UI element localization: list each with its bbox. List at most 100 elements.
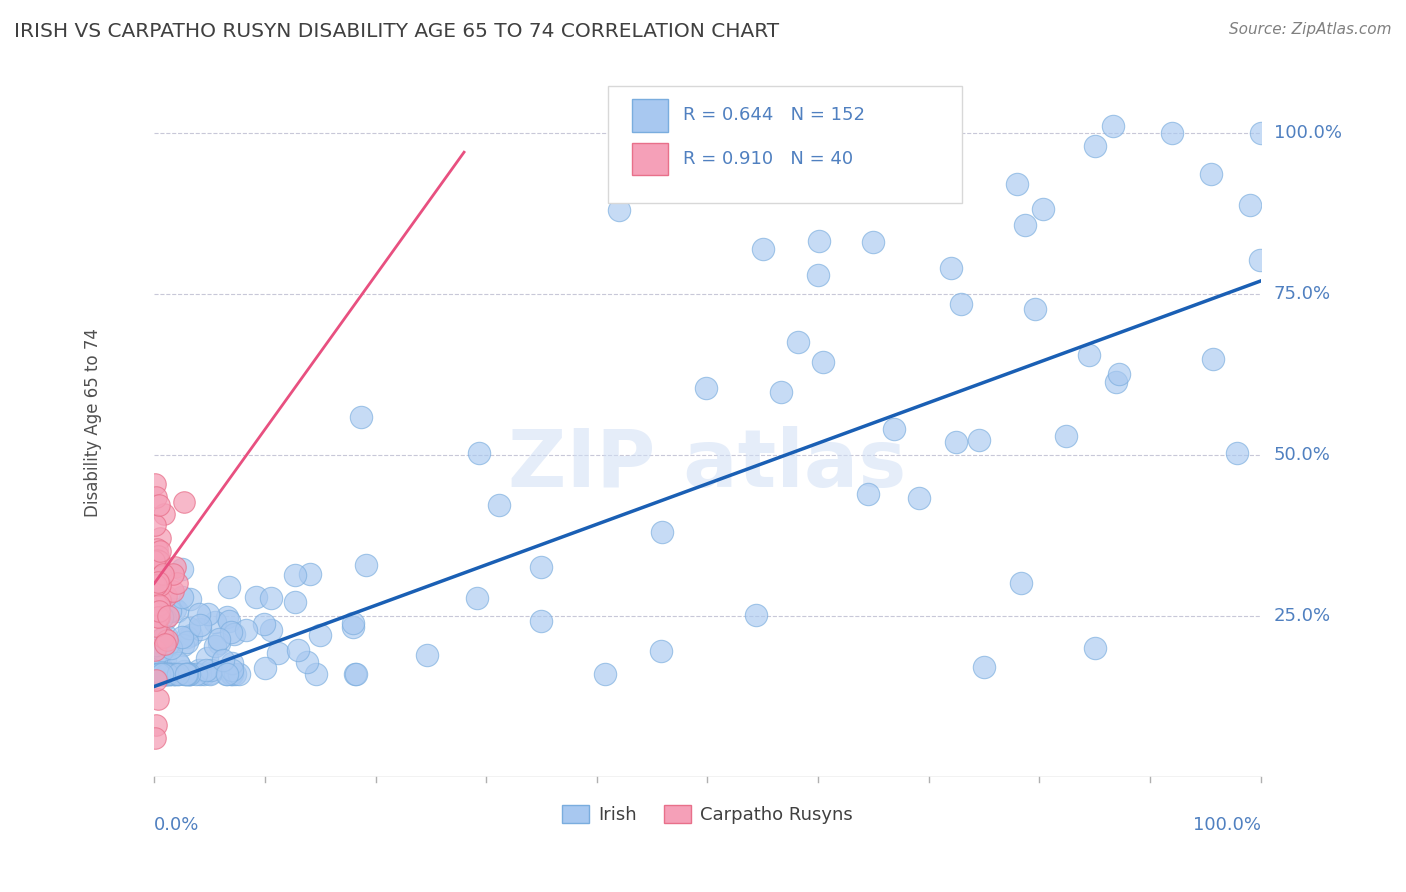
Point	[811, 355, 834, 369]
Text: 25.0%: 25.0%	[1274, 607, 1331, 624]
Point	[862, 235, 884, 250]
Point	[145, 718, 167, 732]
Point	[188, 607, 211, 621]
Point	[159, 666, 181, 681]
Point	[153, 666, 176, 681]
Point	[155, 666, 177, 681]
Point	[1084, 138, 1107, 153]
Point	[143, 554, 166, 568]
Point	[155, 589, 177, 603]
Point	[204, 615, 226, 629]
Point	[465, 591, 488, 606]
Text: R = 0.910   N = 40: R = 0.910 N = 40	[683, 150, 853, 169]
Point	[155, 629, 177, 643]
Point	[530, 614, 553, 628]
Point	[1105, 375, 1128, 389]
Point	[153, 507, 176, 521]
Point	[752, 242, 775, 256]
Point	[166, 604, 188, 618]
Point	[149, 578, 172, 592]
Point	[179, 666, 201, 681]
Point	[172, 562, 194, 576]
Point	[1202, 351, 1225, 366]
Point	[219, 625, 242, 640]
Point	[179, 592, 201, 607]
Point	[148, 657, 170, 671]
Text: Source: ZipAtlas.com: Source: ZipAtlas.com	[1229, 22, 1392, 37]
Point	[155, 666, 177, 681]
Point	[973, 660, 995, 674]
Point	[967, 433, 990, 447]
Point	[1239, 198, 1261, 212]
Point	[172, 639, 194, 653]
Point	[145, 633, 167, 648]
Point	[148, 498, 170, 512]
Point	[156, 666, 179, 681]
Text: 50.0%: 50.0%	[1274, 446, 1331, 464]
Point	[1161, 126, 1184, 140]
Point	[153, 666, 176, 681]
Point	[143, 476, 166, 491]
Point	[197, 607, 219, 622]
Point	[152, 630, 174, 644]
Text: IRISH VS CARPATHO RUSYN DISABILITY AGE 65 TO 74 CORRELATION CHART: IRISH VS CARPATHO RUSYN DISABILITY AGE 6…	[14, 22, 779, 41]
Text: ZIP atlas: ZIP atlas	[509, 426, 907, 504]
Point	[152, 567, 174, 582]
Point	[176, 635, 198, 649]
Point	[305, 666, 328, 681]
Point	[342, 620, 364, 634]
Point	[163, 559, 186, 574]
Point	[150, 666, 173, 681]
Point	[593, 666, 616, 681]
Point	[179, 666, 201, 681]
Point	[150, 610, 173, 624]
Point	[467, 446, 489, 460]
Point	[1250, 126, 1272, 140]
Text: 0.0%: 0.0%	[155, 815, 200, 833]
Point	[162, 666, 184, 681]
Point	[149, 544, 172, 558]
Point	[283, 595, 305, 609]
Text: 100.0%: 100.0%	[1192, 815, 1261, 833]
Point	[883, 421, 905, 435]
Point	[344, 666, 367, 681]
Point	[770, 384, 793, 399]
Point	[195, 663, 218, 677]
Point	[808, 234, 831, 248]
Point	[145, 666, 167, 681]
Point	[1078, 348, 1101, 362]
Point	[356, 558, 378, 572]
Point	[156, 666, 179, 681]
Point	[287, 643, 309, 657]
Point	[208, 636, 231, 650]
Point	[148, 598, 170, 612]
Point	[159, 666, 181, 681]
Point	[214, 666, 236, 681]
Point	[145, 619, 167, 633]
Point	[148, 604, 170, 618]
Point	[221, 666, 243, 681]
Point	[650, 644, 672, 658]
Point	[145, 541, 167, 556]
Point	[1054, 429, 1077, 443]
Point	[166, 666, 188, 681]
Point	[143, 571, 166, 585]
Point	[530, 559, 553, 574]
Point	[159, 637, 181, 651]
Point	[148, 610, 170, 624]
Point	[146, 609, 169, 624]
Point	[145, 673, 167, 687]
Legend: Irish, Carpatho Rusyns: Irish, Carpatho Rusyns	[555, 797, 860, 831]
Point	[1007, 178, 1029, 192]
Point	[349, 410, 371, 425]
Point	[1108, 368, 1130, 382]
Point	[221, 656, 243, 670]
Point	[146, 692, 169, 706]
Point	[298, 566, 321, 581]
Point	[159, 666, 181, 681]
Point	[143, 643, 166, 657]
Point	[1084, 640, 1107, 655]
Point	[153, 637, 176, 651]
Point	[176, 631, 198, 645]
Point	[146, 553, 169, 567]
